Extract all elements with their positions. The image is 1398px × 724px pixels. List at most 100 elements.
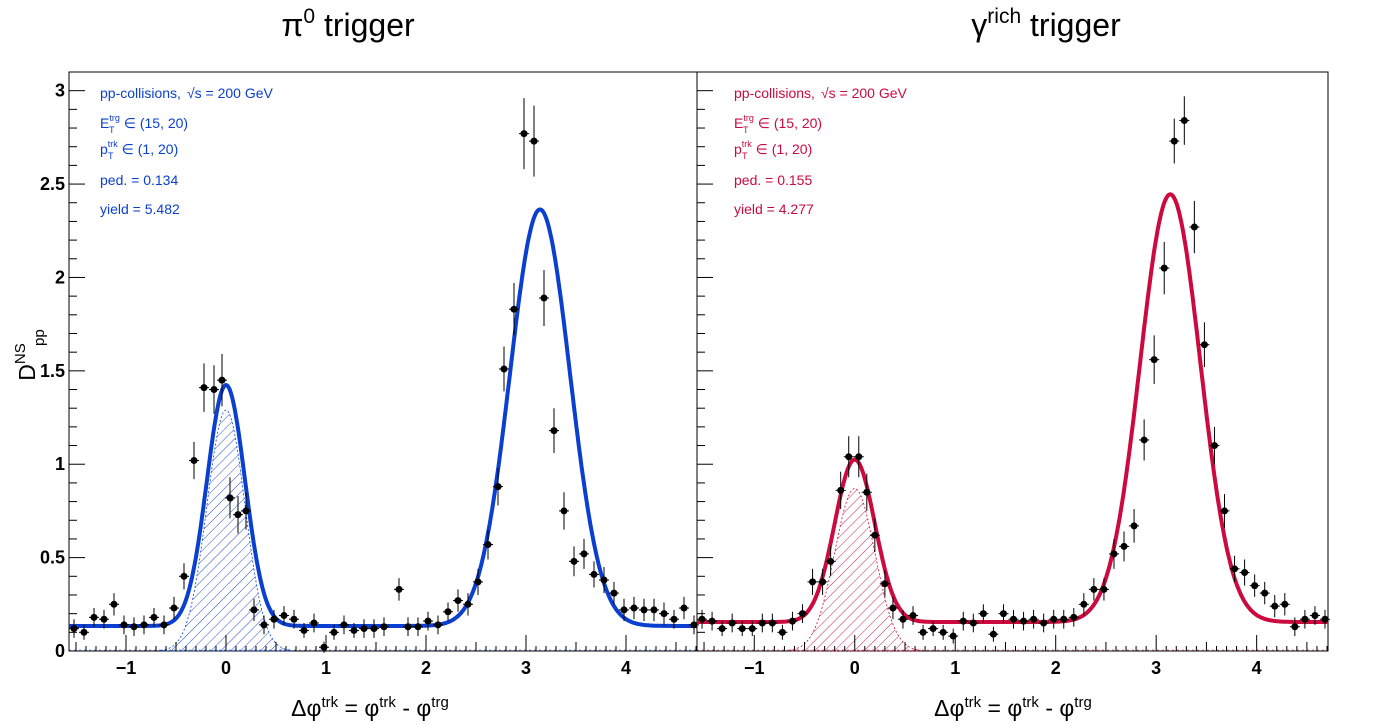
data-marker: [929, 625, 937, 633]
data-marker: [330, 628, 338, 636]
y-tick-label: 2.5: [40, 174, 65, 194]
data-marker: [1271, 602, 1279, 610]
data-marker: [190, 456, 198, 464]
data-point: [139, 615, 149, 635]
x-label-eq: = φ: [981, 695, 1022, 721]
axis-ticks-layer: −1 0 1 2 3 4: [697, 71, 1328, 678]
data-point: [1279, 593, 1290, 616]
collisions-label: pp-collisions, √s = 200 GeV: [100, 85, 274, 101]
y-label-main: D: [14, 364, 40, 381]
data-marker: [130, 623, 138, 631]
data-point: [787, 611, 798, 631]
data-point: [639, 598, 649, 622]
data-marker: [909, 612, 917, 620]
data-marker: [226, 494, 234, 502]
data-marker: [300, 626, 308, 634]
pt-range-text: ∈ (1, 20): [752, 141, 812, 157]
x-tick-label: 1: [321, 658, 331, 678]
data-marker: [748, 625, 756, 633]
pt-superscript: trk: [742, 139, 752, 149]
data-point: [1008, 609, 1019, 629]
data-point: [473, 568, 483, 595]
data-point: [757, 613, 768, 633]
data-point: [853, 436, 864, 478]
data-point: [988, 626, 999, 642]
data-point: [369, 619, 379, 638]
et-symbol: E: [100, 115, 109, 131]
yield-label: yield = 4.277: [734, 201, 814, 217]
data-point: [119, 615, 129, 635]
collisions-text: pp-collisions,: [100, 85, 181, 101]
data-point: [869, 518, 880, 553]
data-marker: [1090, 585, 1098, 593]
yield-label: yield = 5.482: [100, 201, 180, 217]
data-marker: [871, 531, 879, 539]
data-point: [1088, 578, 1099, 601]
data-marker: [474, 578, 482, 586]
data-point: [843, 436, 854, 478]
data-point: [499, 346, 509, 392]
y-label-superscript: NS: [12, 343, 29, 364]
data-marker: [1241, 569, 1249, 577]
y-tick-label: 0.5: [40, 548, 65, 568]
data-marker: [580, 550, 588, 558]
data-marker: [500, 365, 508, 373]
data-point: [887, 596, 898, 620]
data-marker: [590, 570, 598, 578]
x-label-sup-2: trk: [379, 694, 396, 711]
data-marker: [1231, 565, 1239, 573]
data-point: [189, 441, 199, 480]
data-point: [908, 606, 919, 625]
near-side-hatch-layer: [69, 409, 697, 652]
x-tick-label: 4: [621, 658, 631, 678]
data-point: [109, 593, 119, 616]
data-point: [89, 608, 99, 627]
data-point: [519, 98, 529, 170]
data-point: [233, 495, 243, 534]
data-point: [918, 624, 929, 640]
data-point: [797, 604, 808, 623]
data-marker: [270, 615, 278, 623]
fit-curve: [68, 207, 698, 628]
data-marker: [1020, 617, 1028, 625]
data-marker: [650, 606, 658, 614]
data-point: [649, 598, 659, 622]
data-marker: [1170, 137, 1178, 145]
data-point: [1179, 96, 1190, 145]
data-marker: [837, 486, 845, 494]
data-marker: [620, 606, 628, 614]
data-marker: [210, 386, 218, 394]
data-marker: [1221, 507, 1229, 515]
data-point: [433, 615, 443, 635]
data-marker: [380, 623, 388, 631]
data-point: [669, 609, 679, 629]
data-marker: [310, 619, 318, 627]
data-marker: [395, 585, 403, 593]
data-marker: [989, 630, 997, 638]
data-marker: [600, 576, 608, 584]
data-marker: [919, 628, 927, 636]
data-point: [1018, 611, 1029, 631]
data-point: [1119, 531, 1130, 562]
data-point: [928, 621, 939, 637]
data-marker: [540, 294, 548, 302]
x-label-sup-1: trk: [964, 694, 981, 711]
data-marker: [1291, 623, 1299, 631]
data-point: [1048, 609, 1059, 629]
title-symbol: π: [281, 7, 303, 43]
data-point: [1068, 608, 1079, 627]
data-point: [349, 622, 359, 638]
data-point: [99, 609, 109, 629]
data-point: [825, 546, 836, 577]
data-point: [1078, 593, 1089, 616]
x-label-eq: = φ: [338, 695, 379, 721]
data-point: [379, 617, 389, 637]
data-point: [1319, 609, 1331, 629]
data-marker: [234, 511, 242, 519]
data-marker: [640, 606, 648, 614]
data-marker: [260, 621, 268, 629]
data-marker: [494, 483, 502, 491]
data-marker: [1160, 264, 1168, 272]
data-marker: [280, 612, 288, 620]
data-point: [539, 269, 549, 327]
